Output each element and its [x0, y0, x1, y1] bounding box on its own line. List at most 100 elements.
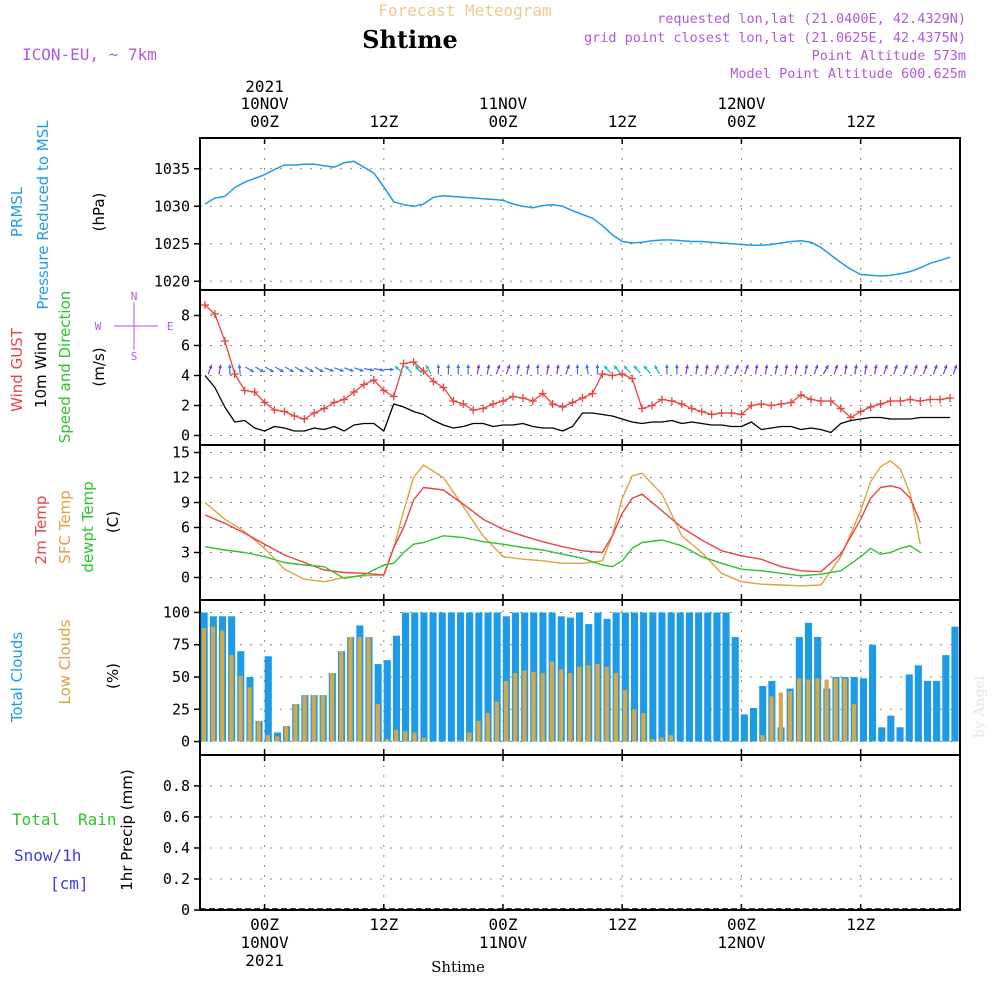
wind-direction-arrowhead — [804, 364, 809, 369]
bottom-time-label: 00Z — [489, 915, 518, 934]
compass-east-label: E — [167, 320, 174, 333]
wind-direction-arrowhead — [289, 368, 294, 372]
wind-direction-arrowhead — [390, 367, 394, 372]
low-cloud-bar — [577, 666, 582, 742]
compass-north-label: N — [131, 290, 138, 303]
top-time-label: 00Z — [250, 112, 279, 131]
wind-tick-label: 0 — [181, 427, 190, 445]
wind-direction-arrowhead — [854, 364, 858, 369]
wind-direction-arrowhead — [506, 364, 511, 369]
low-cloud-bar — [815, 678, 820, 742]
wind-direction-arrowhead — [933, 364, 938, 369]
top-time-label: 12Z — [369, 112, 398, 131]
wind-direction-arrowhead — [566, 364, 570, 369]
model-label: ICON-EU, ~ 7km — [22, 45, 157, 64]
low-cloud-bar — [595, 664, 600, 742]
low-cloud-bar — [375, 704, 380, 742]
grid-point-coords: grid point closest lon,lat (21.0625E, 42… — [584, 30, 966, 46]
low-cloud-bar — [760, 735, 765, 742]
clouds-tick-label: 75 — [172, 636, 190, 654]
total-cloud-bar — [438, 612, 446, 742]
wind-tick-label: 6 — [181, 337, 190, 355]
wind-direction-arrowhead — [476, 364, 481, 369]
low-cloud-bar — [357, 637, 362, 742]
wind-direction-arrowhead — [633, 365, 638, 370]
low-cloud-bar — [613, 673, 618, 742]
wind-direction-arrowhead — [685, 364, 689, 369]
wind-direction-arrowhead — [725, 364, 729, 369]
wind-direction-arrowhead — [614, 365, 618, 370]
low-cloud-bar — [421, 737, 426, 742]
top-year-label: 2021 — [245, 77, 284, 96]
wind-direction-arrowhead — [844, 364, 848, 369]
wind-direction-arrowhead — [405, 365, 410, 370]
product-title: Forecast Meteogram — [378, 1, 551, 20]
total-cloud-bar — [374, 664, 382, 742]
low-cloud-bar — [256, 720, 261, 742]
bottom-date-label: 11NOV — [479, 933, 528, 952]
low-cloud-bar — [384, 739, 390, 742]
wind-direction-arrowhead — [834, 364, 839, 369]
wind-direction-arrowhead — [715, 364, 719, 369]
total-cloud-bar — [264, 656, 272, 742]
total-cloud-bar — [631, 612, 639, 742]
requested-coords: requested lon,lat (21.0400E, 42.4329N) — [657, 11, 966, 27]
total-cloud-bar — [859, 678, 867, 742]
total-cloud-bar — [924, 680, 932, 742]
temp-tick-label: 12 — [172, 469, 190, 487]
low-cloud-bar — [238, 675, 243, 742]
total-cloud-bar — [429, 612, 437, 742]
total-cloud-bar — [420, 612, 428, 742]
wind-direction-arrowhead — [218, 364, 222, 369]
total-cloud-bar — [502, 616, 510, 742]
low-cloud-bar — [668, 735, 673, 742]
wind-direction-arrowhead — [745, 364, 749, 369]
wind-direction-arrowhead — [436, 364, 441, 368]
low-cloud-bar — [797, 678, 802, 742]
top-date-label: 12NOV — [717, 94, 766, 113]
wind-direction-arrowhead — [370, 367, 374, 372]
low-cloud-bar — [806, 679, 811, 742]
total-cloud-bar — [621, 612, 629, 742]
total-cloud-bar — [493, 612, 501, 742]
precip-cm-label: [cm] — [50, 874, 89, 893]
clouds-unit: (%) — [104, 663, 122, 689]
total-cloud-bar — [731, 637, 739, 742]
total-cloud-bar — [484, 612, 492, 742]
total-cloud-bar — [933, 680, 941, 742]
precip-rain-label: Rain — [78, 810, 117, 829]
low-cloud-bar — [348, 637, 353, 742]
total-cloud-bar — [713, 612, 721, 742]
wind-10m-label: 10m Wind — [32, 332, 50, 408]
total-cloud-bar — [475, 612, 483, 742]
total-cloud-bar — [466, 612, 474, 742]
pressure-line — [204, 160, 951, 277]
bottom-time-label: 00Z — [727, 915, 756, 934]
wind-direction-arrowhead — [674, 364, 679, 368]
total-cloud-bar — [905, 674, 913, 742]
pressure-tick-label: 1030 — [154, 197, 190, 215]
wind-direction-arrowhead — [943, 364, 948, 369]
bottom-date-label: 12NOV — [717, 933, 766, 952]
total-cloud-bar — [667, 612, 675, 742]
wind-direction-arrowhead — [486, 364, 491, 369]
wind-direction-arrowhead — [794, 364, 799, 369]
footer-location: Shtime — [431, 958, 485, 976]
precip-panel-frame — [199, 754, 961, 911]
low-cloud-bar — [302, 695, 307, 742]
wind-direction-arrowhead — [516, 364, 521, 369]
total-cloud-bar — [914, 665, 922, 742]
total-cloud-bar — [887, 715, 895, 742]
low-clouds-label: Low Clouds — [56, 619, 74, 704]
clouds-tick-label: 0 — [181, 733, 190, 751]
wind-direction-arrowhead — [604, 365, 608, 370]
low-cloud-bar — [513, 673, 518, 742]
top-date-label: 10NOV — [240, 94, 289, 113]
wind-direction-arrowhead — [884, 364, 888, 369]
low-cloud-bar — [650, 739, 655, 742]
pressure-unit: (hPa) — [90, 193, 108, 232]
wind-10m-line — [204, 375, 951, 434]
bottom-time-label: 00Z — [250, 915, 279, 934]
compass-south-label: S — [131, 350, 138, 363]
